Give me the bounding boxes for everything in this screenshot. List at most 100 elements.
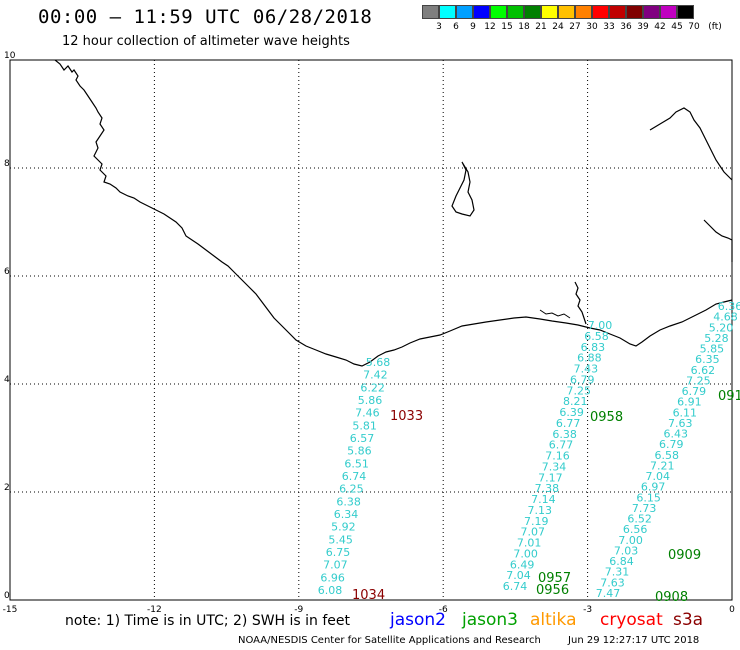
wave-height-value: 6.58 <box>654 449 679 462</box>
wave-height-value: 7.19 <box>524 515 549 528</box>
coastline-lake <box>451 161 475 217</box>
color-scale-label: 27 <box>569 22 581 32</box>
legend-item-s3a: s3a <box>673 610 704 630</box>
wave-height-value: 6.38 <box>336 495 361 508</box>
color-scale-swatch <box>626 5 643 19</box>
wave-height-value: 6.43 <box>664 428 689 441</box>
wave-height-value: 6.91 <box>677 396 702 409</box>
coastline-upper-right <box>649 107 733 181</box>
color-scale-swatch <box>677 5 694 19</box>
wave-height-value: 7.04 <box>645 470 670 483</box>
wave-height-value: 7.04 <box>506 569 531 582</box>
wave-height-value: 7.46 <box>355 407 380 420</box>
pass-time-label: 0957 <box>538 571 571 586</box>
wave-height-value: 6.52 <box>627 513 652 526</box>
coastline-main <box>54 59 733 367</box>
wave-height-value: 6.84 <box>609 555 634 568</box>
wave-height-value: 6.34 <box>334 508 359 521</box>
wave-height-value: 5.28 <box>704 332 729 345</box>
wave-height-value: 5.85 <box>700 343 725 356</box>
color-scale-swatch <box>456 5 473 19</box>
wave-height-value: 5.68 <box>366 356 391 369</box>
coastline-peninsula <box>574 281 587 325</box>
y-tick-label: 4 <box>4 375 10 385</box>
wave-height-value: 6.58 <box>584 330 609 343</box>
color-scale-label: 70 <box>688 22 700 32</box>
color-scale-unit: (ft) <box>708 22 722 32</box>
wave-height-value: 7.14 <box>531 493 556 506</box>
wave-height-value: 5.86 <box>358 394 383 407</box>
color-scale-label: 12 <box>484 22 496 32</box>
wave-height-value: 7.43 <box>574 363 599 376</box>
wave-height-value: 7.73 <box>632 502 657 515</box>
pass-time-label: 0909 <box>668 548 701 563</box>
wave-height-value: 6.74 <box>503 580 528 593</box>
plot-frame <box>9 59 733 601</box>
footer-timestamp: Jun 29 12:27:17 UTC 2018 <box>568 635 700 646</box>
footer: NOAA/NESDIS Center for Satellite Applica… <box>238 635 723 646</box>
wave-height-value: 6.08 <box>318 584 343 597</box>
footer-credit: NOAA/NESDIS Center for Satellite Applica… <box>238 635 541 646</box>
wave-height-value: 7.17 <box>538 471 563 484</box>
satellite-tracks: 6.086.967.076.755.455.926.346.386.256.74… <box>318 300 740 600</box>
color-scale-label: 15 <box>501 22 513 32</box>
wave-height-value: 7.01 <box>517 537 542 550</box>
wave-height-value: 6.39 <box>559 406 584 419</box>
x-tick-label: -15 <box>3 605 18 615</box>
color-scale-labels: 3 6 9 12 15 18 21 24 27 30 33 36 39 42 45 70 (ft) <box>422 22 740 34</box>
wave-height-value: 7.42 <box>363 369 388 382</box>
wave-height-value: 6.25 <box>339 483 364 496</box>
wave-height-value: 7.00 <box>513 547 538 560</box>
color-scale-label: 30 <box>586 22 598 32</box>
wave-height-value: 6.88 <box>577 352 602 365</box>
wave-height-value: 5.92 <box>331 521 356 534</box>
wave-height-value: 7.00 <box>618 534 643 547</box>
page-title: 00:00 – 11:59 UTC 06/28/2018 <box>38 6 373 28</box>
wave-height-value: 6.62 <box>691 364 716 377</box>
axis-labels: -15 -12 -9 -6 -3 0 0 2 4 6 8 10 <box>3 51 735 615</box>
wave-height-value: 7.16 <box>545 450 570 463</box>
wave-height-value: 7.25 <box>686 374 711 387</box>
x-tick-label: 0 <box>729 605 735 615</box>
x-tick-label: -9 <box>294 605 303 615</box>
color-scale-swatch <box>439 5 456 19</box>
page-subtitle: 12 hour collection of altimeter wave hei… <box>62 34 350 49</box>
wave-height-value: 7.07 <box>520 526 545 539</box>
legend-item-jason3: jason3 <box>462 610 518 630</box>
pass-time-label: 091 <box>718 389 740 404</box>
wave-height-value: 8.21 <box>563 395 588 408</box>
color-scale-swatch <box>541 5 558 19</box>
wave-height-value: 6.79 <box>570 373 595 386</box>
color-scale-label: 3 <box>436 22 442 32</box>
note-text: note: 1) Time is in UTC; 2) SWH is in fe… <box>65 613 351 629</box>
y-tick-label: 6 <box>4 267 10 277</box>
color-scale-swatch <box>660 5 677 19</box>
grid-lines <box>9 59 733 601</box>
color-scale-swatch <box>490 5 507 19</box>
wave-height-value: 7.03 <box>614 544 639 557</box>
wave-height-value: 6.97 <box>641 481 666 494</box>
wave-height-value: 5.81 <box>352 419 377 432</box>
pass-time-label: 0908 <box>655 590 688 605</box>
wave-height-value: 7.38 <box>535 482 560 495</box>
pass-time-label: 1034 <box>352 588 385 603</box>
wave-height-value: 5.86 <box>347 445 372 458</box>
wave-height-value: 7.34 <box>542 460 567 473</box>
wave-height-value: 7.31 <box>605 566 630 579</box>
wave-height-value: 7.47 <box>596 587 621 600</box>
wave-height-value: 6.15 <box>636 491 661 504</box>
wave-height-value: 6.79 <box>659 438 684 451</box>
color-scale-swatch <box>558 5 575 19</box>
color-scale <box>422 5 694 19</box>
color-scale-swatch <box>422 5 439 19</box>
color-scale-swatch <box>643 5 660 19</box>
color-scale-label: 42 <box>654 22 666 32</box>
y-tick-label: 10 <box>4 51 16 61</box>
wave-height-value: 5.20 <box>709 321 734 334</box>
wave-height-value: 6.77 <box>556 417 581 430</box>
pass-time-label: 0958 <box>590 410 623 425</box>
wave-height-value: 7.13 <box>528 504 553 517</box>
color-scale-label: 39 <box>637 22 649 32</box>
wave-height-value: 6.75 <box>326 546 351 559</box>
coastline-inlet <box>539 309 571 319</box>
